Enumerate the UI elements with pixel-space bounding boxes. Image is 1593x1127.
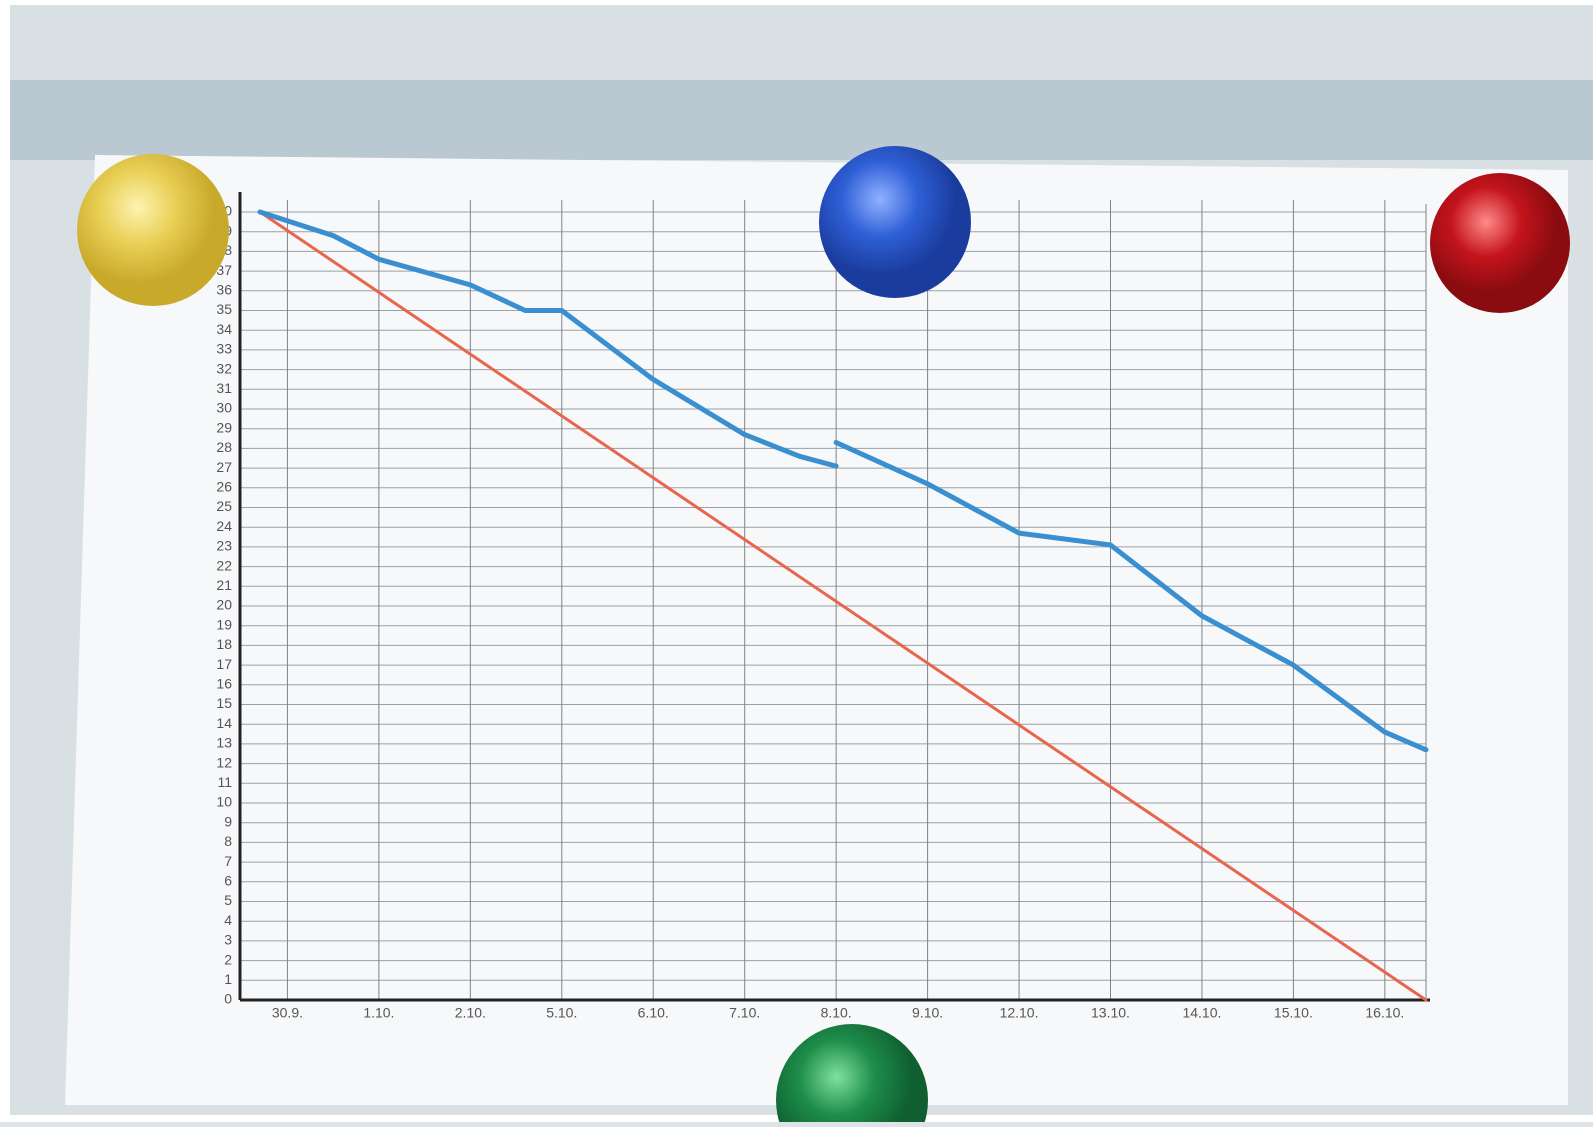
x-tick-label: 14.10. — [1182, 1005, 1221, 1021]
y-tick-label: 8 — [224, 833, 232, 849]
y-tick-label: 3 — [224, 932, 232, 948]
x-tick-label: 13.10. — [1091, 1005, 1130, 1021]
y-tick-label: 33 — [216, 341, 232, 357]
y-tick-label: 16 — [216, 676, 232, 692]
y-tick-label: 35 — [216, 301, 232, 317]
x-tick-label: 6.10. — [638, 1005, 669, 1021]
x-tick-label: 9.10. — [912, 1005, 943, 1021]
y-tick-label: 26 — [216, 479, 232, 495]
x-tick-label: 30.9. — [272, 1005, 303, 1021]
board-rail — [10, 80, 1593, 160]
y-tick-label: 25 — [216, 498, 232, 514]
y-tick-label: 19 — [216, 616, 232, 632]
x-tick-label: 2.10. — [455, 1005, 486, 1021]
chart: 0123456789101112131415161718192021222324… — [0, 0, 1593, 1122]
y-tick-label: 27 — [216, 459, 232, 475]
y-tick-label: 12 — [216, 754, 232, 770]
magnet — [1430, 173, 1570, 313]
y-tick-label: 6 — [224, 873, 232, 889]
y-tick-label: 32 — [216, 360, 232, 376]
y-tick-label: 21 — [216, 577, 232, 593]
y-tick-label: 10 — [216, 794, 232, 810]
x-tick-label: 7.10. — [729, 1005, 760, 1021]
y-tick-label: 31 — [216, 380, 232, 396]
y-tick-label: 7 — [224, 853, 232, 869]
y-tick-label: 23 — [216, 538, 232, 554]
y-tick-label: 30 — [216, 400, 232, 416]
y-tick-label: 0 — [224, 991, 232, 1007]
y-tick-label: 29 — [216, 419, 232, 435]
x-tick-label: 8.10. — [821, 1005, 852, 1021]
y-tick-label: 14 — [216, 715, 232, 731]
y-tick-label: 17 — [216, 656, 232, 672]
paper — [65, 155, 1568, 1105]
magnet — [819, 146, 971, 298]
y-tick-label: 1 — [224, 971, 232, 987]
y-tick-label: 28 — [216, 439, 232, 455]
x-tick-label: 12.10. — [1000, 1005, 1039, 1021]
x-tick-label: 16.10. — [1365, 1005, 1404, 1021]
y-tick-label: 5 — [224, 892, 232, 908]
y-tick-label: 9 — [224, 813, 232, 829]
magnet — [77, 154, 229, 306]
y-tick-label: 11 — [217, 774, 232, 790]
y-tick-label: 18 — [216, 636, 232, 652]
y-tick-label: 36 — [216, 282, 232, 298]
y-tick-label: 13 — [216, 735, 232, 751]
x-tick-label: 15.10. — [1274, 1005, 1313, 1021]
x-tick-label: 1.10. — [363, 1005, 394, 1021]
y-tick-label: 15 — [216, 695, 232, 711]
x-tick-label: 5.10. — [546, 1005, 577, 1021]
y-tick-label: 20 — [216, 597, 232, 613]
y-tick-label: 34 — [216, 321, 232, 337]
y-tick-label: 24 — [216, 518, 232, 534]
y-tick-label: 4 — [224, 912, 232, 928]
y-tick-label: 22 — [216, 557, 232, 573]
y-tick-label: 2 — [224, 951, 232, 967]
